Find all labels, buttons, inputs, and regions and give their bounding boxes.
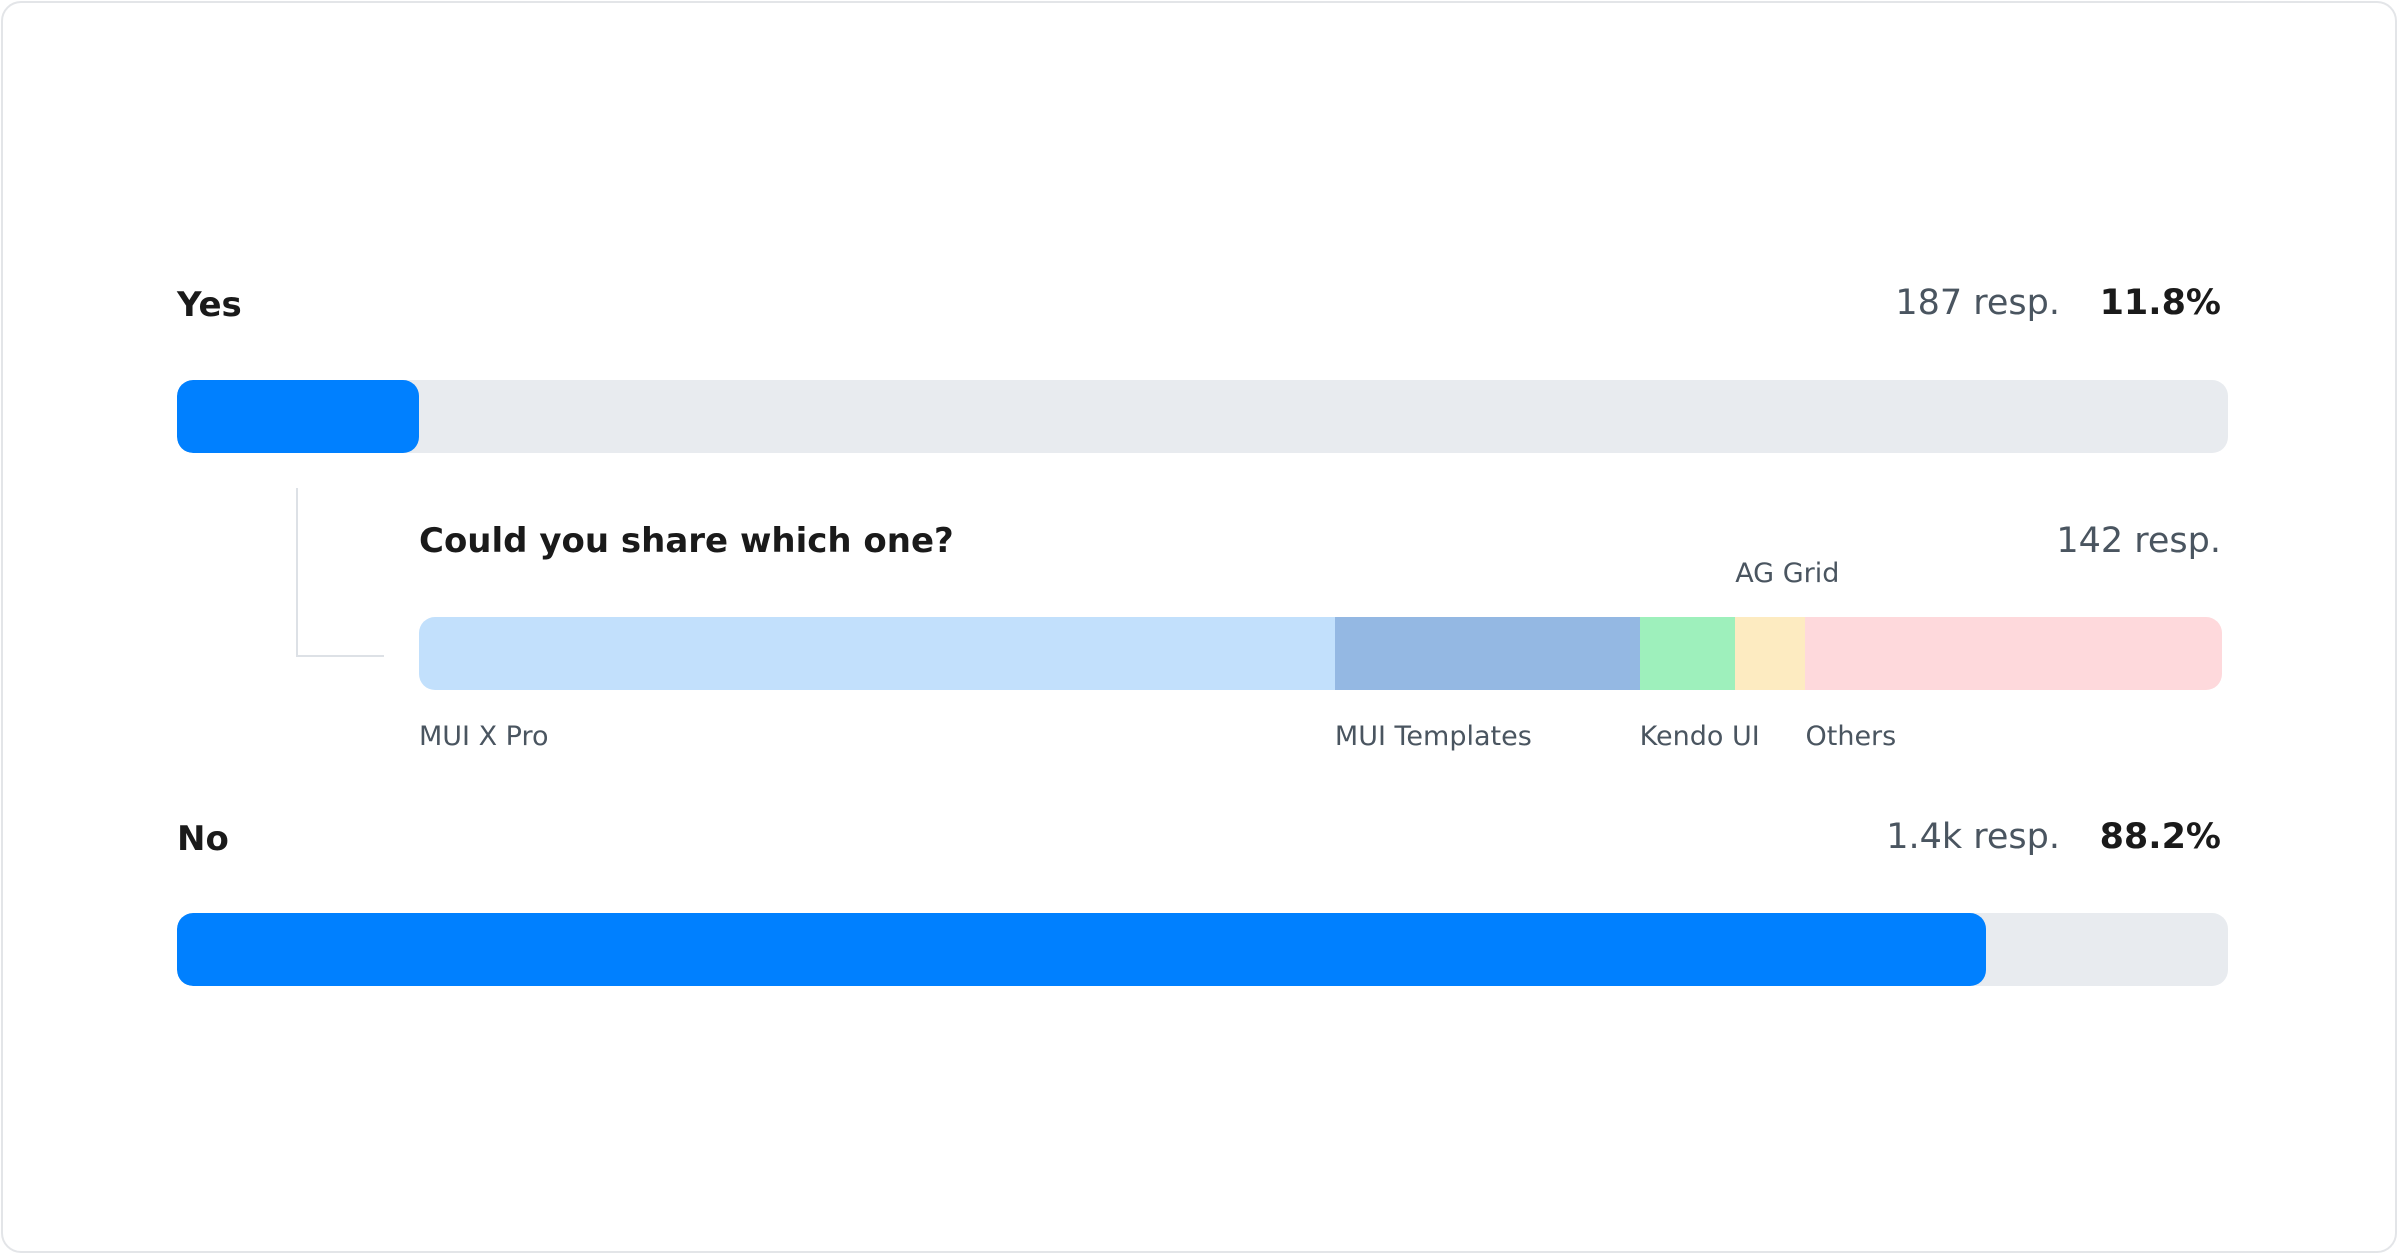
yes-bar-fill	[177, 380, 420, 453]
segment-mui-x-pro	[419, 617, 1335, 690]
segment-label-mui-templates: MUI Templates	[1334, 721, 1532, 752]
no-responses: 1.4k resp.	[1886, 817, 2060, 857]
segment-label-kendo-ui: Kendo UI	[1639, 721, 1760, 752]
no-bar-track	[177, 913, 2228, 986]
option-label-yes: Yes	[177, 285, 242, 325]
segment-label-mui-x-pro: MUI X Pro	[419, 721, 549, 752]
option-label-no: No	[177, 819, 229, 859]
yes-percent: 11.8%	[2099, 283, 2221, 323]
no-percent: 88.2%	[2099, 817, 2221, 857]
yes-bar-track	[177, 380, 2228, 453]
followup-responses: 142 resp.	[2056, 521, 2221, 561]
segment-ag-grid	[1735, 617, 1806, 690]
segment-kendo-ui	[1639, 617, 1736, 690]
followup-question: Could you share which one?	[419, 521, 954, 561]
segment-others	[1805, 617, 2222, 690]
followup-connector	[296, 488, 384, 657]
segment-label-ag-grid: AG Grid	[1735, 558, 1840, 589]
followup-stacked-bar	[419, 617, 2222, 690]
no-bar-fill	[177, 913, 1986, 986]
yes-responses: 187 resp.	[1895, 283, 2060, 323]
segment-label-others: Others	[1805, 721, 1897, 752]
segment-mui-templates	[1334, 617, 1640, 690]
